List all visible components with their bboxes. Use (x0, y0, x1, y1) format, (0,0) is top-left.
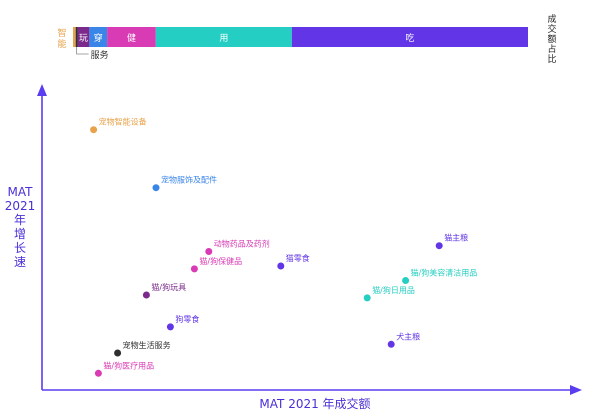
share-segment (77, 27, 90, 47)
y-axis-label-line: MAT (8, 185, 34, 199)
y-axis-label-line: 速 (14, 255, 26, 269)
x-axis-arrow (570, 385, 582, 395)
point-label: 狗零食 (175, 314, 199, 324)
share-bar-title-char: 额 (547, 33, 556, 45)
scatter-point (90, 126, 98, 134)
scatter-point (114, 349, 122, 357)
point-label: 犬主粮 (396, 331, 420, 341)
share-segment (89, 27, 108, 47)
scatter-point (166, 323, 174, 331)
point-label: 猫/狗医疗用品 (103, 360, 154, 370)
share-segment-label: 穿 (94, 32, 103, 44)
share-segment (291, 27, 528, 47)
scatter-point (363, 294, 371, 302)
scatter-point (402, 277, 410, 284)
point-label: 猫零食 (286, 253, 310, 263)
share-segment (73, 27, 76, 47)
share-segment-label: 玩 (79, 33, 88, 44)
share-segment-label: 健 (127, 32, 136, 44)
scatter-point (435, 242, 443, 250)
share-bar (73, 27, 528, 47)
share-segment-label: 吃 (405, 32, 414, 44)
share-bar-labels: 智能服务玩穿 健 用 吃 (57, 27, 414, 61)
point-label: 猫主粮 (444, 233, 468, 243)
y-axis-label-line: 年 (14, 213, 26, 227)
y-axis-label-line: 长 (14, 241, 26, 255)
point-label: 猫/狗玩具 (151, 282, 186, 292)
share-segment-label: 用 (219, 33, 228, 44)
scatter-point (387, 340, 395, 348)
scatter-point (205, 248, 213, 255)
y-axis-arrow (37, 84, 47, 96)
axes (37, 84, 582, 395)
point-label: 动物药品及药剂 (214, 239, 270, 249)
scatter-point (190, 265, 198, 273)
share-bar-title-char: 占 (547, 43, 556, 55)
scatter-point (142, 291, 150, 299)
point-label: 猫/狗美容清洁用品 (411, 268, 478, 278)
x-axis-label: MAT 2021 年成交额 (259, 396, 370, 411)
share-segment (155, 27, 292, 47)
point-label: 猫/狗日用品 (372, 285, 415, 295)
share-segment-label: 服务 (91, 49, 109, 61)
point-label: 宠物服饰及配件 (161, 175, 217, 185)
scatter-point (152, 184, 160, 192)
scatter-point (94, 369, 102, 377)
share-bar-title-char: 交 (547, 23, 556, 35)
share-segment-label: 智 (57, 27, 66, 39)
share-segment (75, 27, 78, 47)
y-axis-label-line: 增 (14, 227, 26, 241)
share-segment (107, 27, 156, 47)
point-label: 宠物智能设备 (99, 117, 147, 127)
share-bar-title-char: 比 (547, 53, 556, 65)
point-label: 猫/狗保健品 (199, 256, 242, 266)
scatter-point (277, 262, 285, 270)
share-segment-label: 能 (57, 38, 66, 50)
y-axis-label-line: 2021 (5, 199, 36, 213)
point-label: 宠物生活服务 (123, 340, 171, 350)
scatter-points: 宠物智能设备宠物服饰及配件动物药品及药剂猫/狗保健品猫/狗玩具狗零食宠物生活服务… (90, 117, 477, 377)
share-bar-title-char: 成 (547, 13, 556, 25)
